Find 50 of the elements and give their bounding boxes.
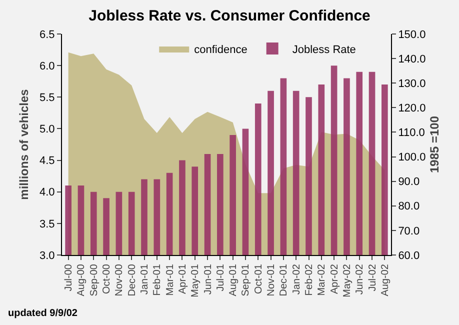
x-tick-label: Apr-01 bbox=[177, 264, 188, 294]
x-tick-label: Aug-01 bbox=[228, 264, 240, 296]
y-tick-label: 4.0 bbox=[40, 186, 55, 199]
y2-axis-title: 1985 =100 bbox=[428, 116, 442, 174]
x-tick-label: Oct-01 bbox=[253, 264, 264, 294]
chart-title: Jobless Rate vs. Consumer Confidence bbox=[88, 7, 370, 24]
x-tick-label: Apr-02 bbox=[329, 264, 340, 294]
y2-tick-label: 120.0 bbox=[398, 102, 426, 115]
x-tick-label: May-01 bbox=[190, 264, 202, 298]
x-tick-label: Jun-01 bbox=[202, 264, 214, 295]
x-tick-label: Aug-00 bbox=[76, 264, 88, 296]
legend-label: Jobless Rate bbox=[292, 44, 356, 56]
x-tick-label: Nov-01 bbox=[266, 264, 278, 296]
y2-tick-label: 60.0 bbox=[398, 250, 420, 262]
x-tick-label: Jul-02 bbox=[367, 264, 378, 292]
x-tick-label: Jun-02 bbox=[354, 264, 366, 295]
x-tick-label: Sep-00 bbox=[88, 264, 100, 296]
x-tick-label: Jan-01 bbox=[140, 264, 150, 295]
y2-tick-label: 110.0 bbox=[398, 127, 425, 140]
x-tick-label: Nov-00 bbox=[114, 264, 126, 296]
legend-label: confidence bbox=[194, 44, 248, 56]
y2-tick-label: 90.0 bbox=[398, 176, 420, 188]
x-tick-label: Oct-00 bbox=[102, 264, 113, 294]
y-axis-title: millions of vehicles bbox=[17, 88, 31, 200]
y-tick-label: 4.5 bbox=[40, 155, 55, 168]
y-tick-label: 5.0 bbox=[40, 124, 55, 136]
y2-tick-label: 80.0 bbox=[398, 200, 420, 213]
y-tick-label: 3.0 bbox=[40, 250, 55, 262]
x-tick-label: Jul-01 bbox=[215, 264, 226, 292]
y-tick-label: 5.5 bbox=[40, 92, 55, 104]
y-tick-label: 6.0 bbox=[40, 60, 55, 72]
y-tick-label: 6.5 bbox=[40, 28, 55, 41]
x-tick-label: Jul-00 bbox=[64, 264, 75, 292]
x-tick-label: Feb-02 bbox=[304, 264, 315, 296]
x-tick-label: Feb-01 bbox=[152, 264, 164, 296]
x-tick-label: Dec-00 bbox=[126, 264, 138, 296]
y2-tick-label: 70.0 bbox=[398, 225, 420, 238]
y-tick-label: 3.5 bbox=[40, 218, 55, 230]
x-tick-label: Mar-02 bbox=[316, 264, 328, 296]
y2-tick-label: 150.0 bbox=[398, 28, 426, 41]
y2-tick-label: 130.0 bbox=[398, 78, 426, 90]
x-tick-label: Mar-01 bbox=[164, 264, 176, 296]
y2-tick-label: 100.0 bbox=[398, 152, 426, 164]
y2-tick-label: 140.0 bbox=[398, 53, 426, 66]
x-tick-label: Dec-01 bbox=[278, 264, 290, 296]
x-tick-label: Aug-02 bbox=[380, 264, 391, 296]
text: updated 9/9/02 bbox=[8, 308, 78, 319]
x-tick-label: Sep-01 bbox=[240, 264, 252, 296]
x-tick-label: May-02 bbox=[342, 264, 353, 298]
x-tick-label: Jan-02 bbox=[291, 264, 302, 295]
